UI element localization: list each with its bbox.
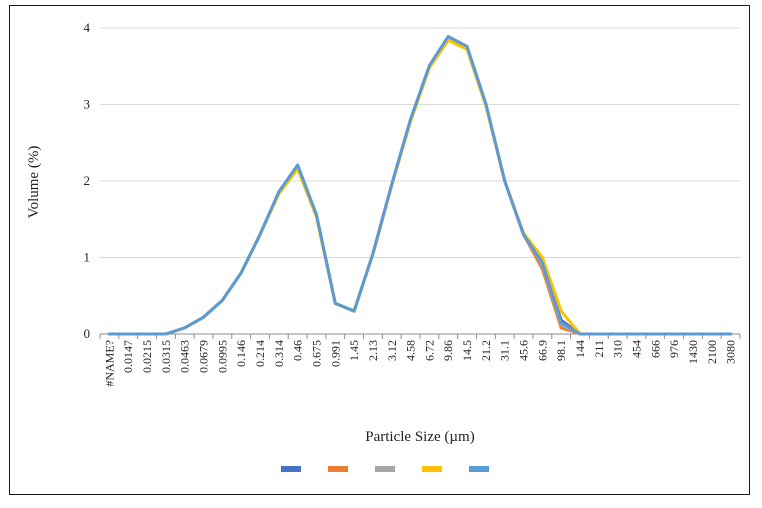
x-tick-label: 310	[611, 340, 625, 358]
x-tick-label: 211	[592, 340, 606, 358]
y-tick-label: 1	[84, 250, 91, 265]
x-tick-label: 21.2	[479, 340, 493, 361]
y-tick-label: 2	[84, 173, 91, 188]
y-tick-label: 3	[84, 97, 91, 112]
x-tick-label: 2100	[705, 340, 719, 364]
x-tick-label: 1.45	[347, 340, 361, 361]
x-tick-label: 0.0463	[178, 340, 192, 373]
series-line-5	[107, 34, 733, 336]
legend-swatch-2	[328, 466, 348, 472]
x-tick-label: 98.1	[554, 340, 568, 361]
x-tick-label: 0.0315	[159, 340, 173, 373]
x-axis-ticks: #NAME? 0.0147 0.0215 0.0315 0.0463 0.0679 0.09…	[99, 334, 741, 387]
x-tick-label: 3.12	[385, 340, 399, 361]
x-tick-label: 0.991	[328, 340, 342, 367]
x-tick-label: 0.0995	[215, 340, 229, 373]
x-tick-label: 0.675	[309, 340, 323, 367]
x-tick-label: 0.146	[234, 340, 248, 367]
x-tick-label: 0.0215	[140, 340, 154, 373]
x-tick-label: 454	[629, 340, 643, 358]
x-tick-label: 14.5	[460, 340, 474, 361]
x-tick-label: 0.46	[291, 340, 305, 361]
x-tick-label: 666	[648, 340, 662, 358]
x-tick-label: 976	[667, 340, 681, 358]
x-tick-label: 2.13	[366, 340, 380, 361]
series-line-1	[107, 35, 733, 336]
x-tick-label: 6.72	[422, 340, 436, 361]
legend-swatch-4	[422, 466, 442, 472]
series-line-2	[107, 36, 733, 336]
series-lines	[107, 34, 733, 336]
legend	[281, 466, 489, 472]
x-tick-label: 144	[573, 340, 587, 358]
x-tick-label: 0.314	[272, 340, 286, 367]
y-tick-label: 0	[84, 326, 91, 341]
x-tick-label: #NAME?	[102, 340, 116, 387]
x-axis-title: Particle Size (µm)	[365, 429, 474, 445]
x-tick-label: 9.86	[441, 340, 455, 361]
y-tick-label: 4	[84, 20, 91, 35]
legend-swatch-5	[469, 466, 489, 472]
x-tick-label: 31.1	[498, 340, 512, 361]
x-tick-label: 66.9	[535, 340, 549, 361]
x-tick-label: 0.0679	[197, 340, 211, 373]
series-line-3	[107, 36, 733, 336]
x-tick-label: 4.58	[404, 340, 418, 361]
gridlines	[100, 27, 740, 335]
chart-frame	[9, 5, 750, 495]
x-tick-label: 1430	[686, 340, 700, 364]
y-axis-title: Volume (%)	[26, 146, 42, 219]
series-line-4	[107, 38, 733, 336]
legend-swatch-3	[375, 466, 395, 472]
y-axis-ticks: 0 1 2 3 4	[84, 20, 91, 341]
legend-swatch-1	[281, 466, 301, 472]
x-tick-label: 0.214	[253, 340, 267, 367]
x-tick-label: 45.6	[517, 340, 531, 361]
x-tick-label: 3080	[724, 340, 738, 364]
x-tick-label: 0.0147	[121, 340, 135, 373]
